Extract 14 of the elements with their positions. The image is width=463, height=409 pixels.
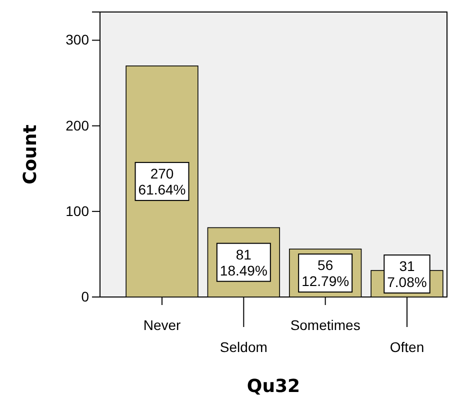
x-tick-label: Often bbox=[390, 339, 424, 355]
data-label: 81 18.49% bbox=[220, 246, 268, 278]
x-axis-title: Qu32 bbox=[246, 376, 300, 397]
y-tick-label: 100 bbox=[66, 202, 90, 219]
data-label: 56 12.79% bbox=[302, 257, 350, 290]
x-tick-label: Never bbox=[143, 317, 182, 333]
y-tick-label: 300 bbox=[66, 32, 90, 48]
x-tick-label: Sometimes bbox=[290, 317, 360, 333]
y-tick-label: 200 bbox=[66, 117, 90, 134]
data-label: 270 61.64% bbox=[138, 165, 186, 198]
y-axis-title: Count bbox=[20, 124, 41, 184]
x-tick-label: Seldom bbox=[220, 339, 268, 355]
data-label: 31 7.08% bbox=[387, 258, 427, 290]
y-tick-label: 0 bbox=[81, 288, 90, 304]
